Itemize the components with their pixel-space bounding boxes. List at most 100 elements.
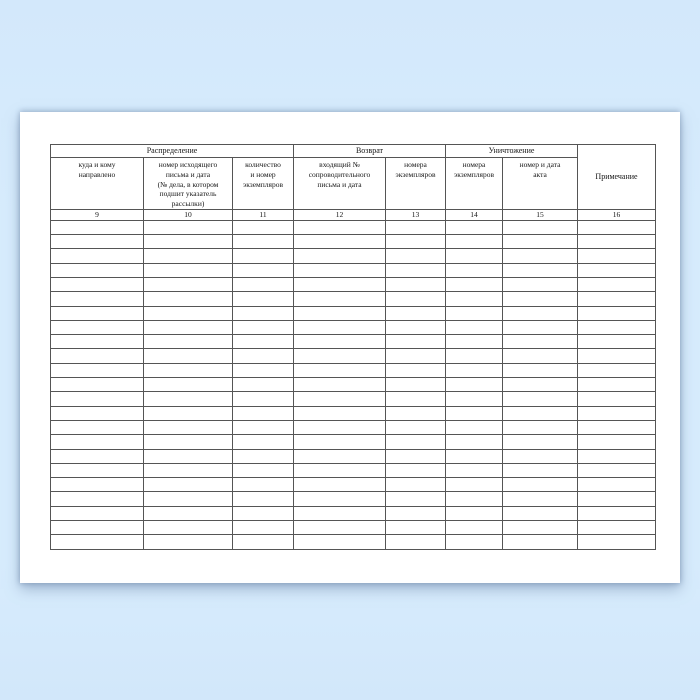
empty-cell xyxy=(501,334,579,350)
empty-cell xyxy=(50,534,144,550)
empty-cell xyxy=(50,462,144,479)
empty-cell xyxy=(143,334,233,350)
empty-cell xyxy=(232,276,294,293)
column-number-10: 10 xyxy=(143,208,233,221)
empty-cell xyxy=(445,391,503,407)
empty-cell xyxy=(577,534,657,550)
empty-cell xyxy=(50,391,144,407)
empty-cell xyxy=(385,219,446,236)
empty-cell xyxy=(577,362,657,379)
table-row xyxy=(50,491,657,507)
empty-cell xyxy=(143,348,233,364)
empty-cell xyxy=(232,448,294,464)
empty-cell xyxy=(232,334,294,350)
empty-cell xyxy=(143,248,233,264)
empty-cell xyxy=(501,448,579,464)
empty-cell xyxy=(501,462,579,479)
empty-cell xyxy=(385,434,446,450)
table-row xyxy=(50,362,657,379)
empty-cell xyxy=(293,491,386,507)
empty-cell xyxy=(50,434,144,450)
table-row xyxy=(50,462,657,479)
column-number-16: 16 xyxy=(577,208,657,221)
empty-cell xyxy=(293,248,386,264)
empty-cell xyxy=(143,534,233,550)
table-row xyxy=(50,405,657,421)
empty-cell xyxy=(577,319,657,336)
empty-cell xyxy=(232,477,294,493)
empty-cell xyxy=(445,405,503,421)
empty-cell xyxy=(445,491,503,507)
empty-cell xyxy=(232,262,294,278)
empty-cell xyxy=(501,405,579,421)
empty-cell xyxy=(577,276,657,293)
table-row xyxy=(50,448,657,464)
empty-cell xyxy=(50,334,144,350)
empty-cell xyxy=(385,348,446,364)
empty-cell xyxy=(577,448,657,464)
empty-cell xyxy=(143,219,233,236)
empty-cell xyxy=(445,305,503,321)
empty-cell xyxy=(293,519,386,536)
table-row xyxy=(50,348,657,364)
table-row xyxy=(50,519,657,536)
table-row xyxy=(50,305,657,321)
empty-cell xyxy=(501,519,579,536)
empty-cell xyxy=(143,319,233,336)
empty-cell xyxy=(293,305,386,321)
empty-cell xyxy=(501,262,579,278)
empty-cell xyxy=(293,234,386,250)
empty-cell xyxy=(385,362,446,379)
empty-cell xyxy=(293,391,386,407)
empty-cell xyxy=(50,362,144,379)
empty-cell xyxy=(232,491,294,507)
empty-cell xyxy=(50,319,144,336)
column-number-14: 14 xyxy=(445,208,503,221)
empty-cell xyxy=(385,377,446,393)
empty-cell xyxy=(445,462,503,479)
empty-cell xyxy=(501,234,579,250)
empty-cell xyxy=(50,519,144,536)
empty-cell xyxy=(577,405,657,421)
column-number-15: 15 xyxy=(501,208,579,221)
empty-cell xyxy=(143,519,233,536)
empty-cell xyxy=(293,405,386,421)
table-row xyxy=(50,334,657,350)
empty-cell xyxy=(385,319,446,336)
empty-cell xyxy=(143,377,233,393)
table-row xyxy=(50,377,657,393)
empty-cell xyxy=(577,491,657,507)
empty-cell xyxy=(385,519,446,536)
empty-cell xyxy=(232,219,294,236)
empty-cell xyxy=(445,519,503,536)
column-header-vhodyashchiy-nomer: входящий № сопроводительного письма и да… xyxy=(293,157,386,210)
empty-cell xyxy=(293,291,386,307)
empty-cell xyxy=(445,362,503,379)
empty-cell xyxy=(293,434,386,450)
empty-cell xyxy=(445,262,503,278)
column-header-primechanie: Примечание xyxy=(577,144,657,210)
empty-cell xyxy=(232,505,294,521)
empty-cell xyxy=(577,391,657,407)
empty-cell xyxy=(501,491,579,507)
empty-cell xyxy=(501,219,579,236)
empty-cell xyxy=(577,248,657,264)
table-row xyxy=(50,248,657,264)
empty-cell xyxy=(385,477,446,493)
empty-cell xyxy=(445,534,503,550)
empty-cell xyxy=(143,234,233,250)
empty-cell xyxy=(577,434,657,450)
column-number-9: 9 xyxy=(50,208,144,221)
empty-cell xyxy=(293,362,386,379)
empty-cell xyxy=(50,305,144,321)
empty-cell xyxy=(50,291,144,307)
empty-cell xyxy=(577,477,657,493)
empty-cell xyxy=(232,391,294,407)
empty-cell xyxy=(232,319,294,336)
table-row xyxy=(50,534,657,550)
column-header-nomera-ekzemplyarov-vozvrat: номера экземпляров xyxy=(385,157,446,210)
empty-cell xyxy=(293,348,386,364)
empty-cell xyxy=(293,462,386,479)
empty-cell xyxy=(232,419,294,436)
